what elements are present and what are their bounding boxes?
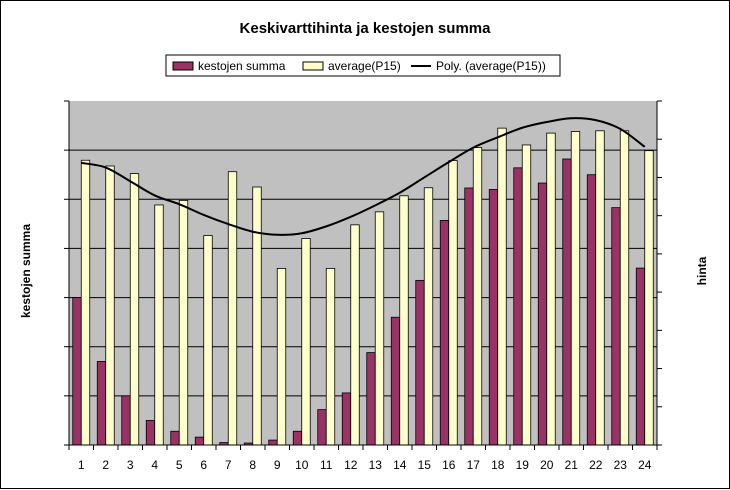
bar-kestojen-summa: [170, 430, 180, 446]
x-tick-label: 12: [344, 458, 358, 472]
legend-label-series-1: kestojen summa: [198, 59, 286, 73]
legend-label-series-3: Poly. (average(P15)): [436, 59, 546, 73]
bar-average: [374, 211, 385, 446]
bar-kestojen-summa: [415, 279, 425, 446]
bar-kestojen-summa: [611, 207, 621, 446]
x-tick-label: 21: [565, 458, 579, 472]
bar-kestojen-summa: [439, 220, 450, 446]
legend-label-series-2: average(P15): [328, 59, 401, 73]
bar-average: [203, 235, 213, 446]
bar-kestojen-summa: [366, 352, 376, 446]
bar-average: [154, 204, 164, 446]
bar-average: [399, 195, 409, 446]
x-tick-label: 19: [516, 458, 530, 472]
plot-area: [69, 101, 657, 445]
bar-average: [472, 147, 483, 446]
x-tick-label: 5: [176, 458, 183, 472]
bar-kestojen-summa: [464, 187, 474, 446]
bar-average: [448, 160, 458, 446]
bar-average: [595, 130, 605, 446]
bar-average: [227, 171, 238, 446]
bar-average: [80, 159, 91, 446]
bar-average: [276, 268, 287, 446]
bar-kestojen-summa: [292, 430, 303, 446]
bar-kestojen-summa: [121, 395, 131, 446]
bar-kestojen-summa: [96, 361, 107, 446]
bar-kestojen-summa: [194, 436, 205, 446]
x-tick-label: 8: [249, 458, 256, 472]
trendline: [81, 117, 646, 236]
chart-title: Keskivarttihinta ja kestojen summa: [240, 20, 492, 37]
axes: [64, 100, 662, 450]
x-tick-label: 13: [369, 458, 383, 472]
bar-average: [252, 186, 262, 446]
bar-kestojen-summa: [537, 182, 548, 446]
x-tick-label: 22: [589, 458, 603, 472]
trendline-poly: [81, 117, 646, 236]
legend-box: [165, 54, 561, 77]
x-tick-label: 15: [418, 458, 432, 472]
x-tick-label: 9: [274, 458, 281, 472]
bar-average: [325, 268, 336, 446]
legend-swatch-series-1: [172, 61, 194, 71]
legend-swatch-series-2: [302, 61, 324, 71]
x-tick-label: 24: [638, 458, 652, 472]
y-left-axis-title: kestojen summa: [19, 224, 33, 318]
bar-average: [178, 199, 189, 446]
bar-kestojen-summa: [268, 439, 278, 446]
x-tick-label: 3: [127, 458, 134, 472]
x-tick-label: 2: [102, 458, 109, 472]
bar-average: [301, 238, 311, 446]
bar-average: [521, 144, 532, 446]
bar-kestojen-summa: [586, 174, 597, 446]
y-right-axis-title: hinta: [695, 256, 709, 285]
x-tick-label: 20: [540, 458, 554, 472]
x-tick-label: 1: [78, 458, 85, 472]
x-tick-label: 23: [614, 458, 628, 472]
bar-kestojen-summa: [317, 409, 327, 446]
bar-kestojen-summa: [341, 392, 352, 446]
bar-kestojen-summa: [72, 297, 82, 446]
bar-kestojen-summa: [390, 316, 401, 446]
x-tick-label: 4: [151, 458, 158, 472]
x-tick-label: 6: [200, 458, 207, 472]
legend: kestojen summa average(P15) Poly. (avera…: [165, 54, 561, 77]
bar-kestojen-summa: [562, 158, 572, 446]
x-tick-label: 17: [467, 458, 481, 472]
bar-kestojen-summa: [513, 167, 523, 446]
x-tick-label: 16: [442, 458, 456, 472]
bar-average: [497, 127, 507, 446]
x-tick-label: 18: [491, 458, 505, 472]
x-tick-label: 11: [320, 458, 333, 472]
bar-average: [423, 187, 434, 446]
x-tick-labels: 1 2 3 4 5 6 7 8 9 10 11 12 13 14 15 16 17 18 19 20 21 22 23 24: [78, 458, 652, 472]
bar-kestojen-summa: [145, 420, 156, 446]
bar-kestojen-summa: [488, 189, 499, 446]
bar-average: [350, 224, 360, 446]
bar-kestojen-summa: [635, 267, 646, 446]
bar-average: [546, 132, 556, 446]
bar-average: [644, 150, 654, 446]
x-tick-label: 10: [295, 458, 309, 472]
bar-average: [105, 165, 115, 446]
bar-average: [570, 131, 581, 446]
x-tick-label: 14: [393, 458, 407, 472]
bar-average: [619, 130, 630, 446]
bar-average: [129, 173, 140, 446]
x-tick-label: 7: [225, 458, 232, 472]
